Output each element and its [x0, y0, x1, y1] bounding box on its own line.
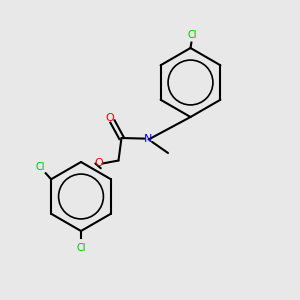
Text: Cl: Cl: [36, 162, 45, 172]
Text: N: N: [144, 134, 153, 145]
Text: O: O: [105, 113, 114, 124]
Text: Cl: Cl: [187, 31, 197, 40]
Text: Cl: Cl: [77, 243, 86, 253]
Text: O: O: [94, 158, 103, 169]
